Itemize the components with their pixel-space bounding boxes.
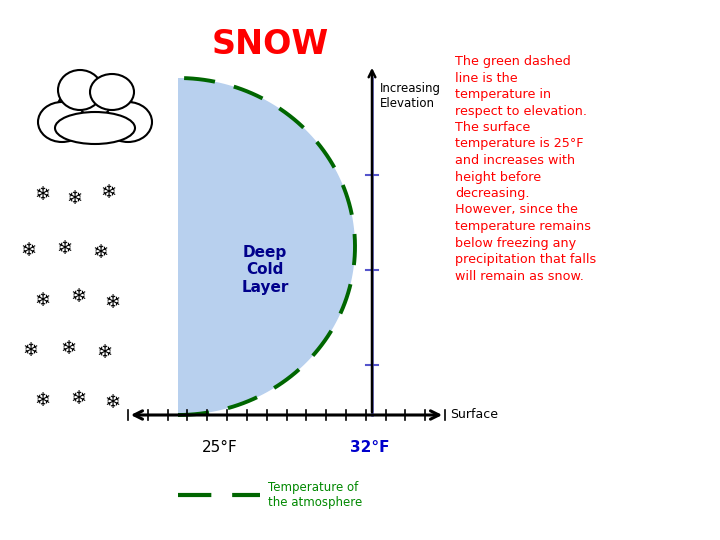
Text: Surface: Surface [450, 408, 498, 422]
Ellipse shape [90, 74, 134, 110]
Text: SNOW: SNOW [212, 28, 328, 61]
Text: 25°F: 25°F [202, 440, 238, 455]
Text: ❄: ❄ [22, 341, 38, 360]
Ellipse shape [57, 82, 133, 138]
Text: Increasing
Elevation: Increasing Elevation [380, 82, 441, 110]
Polygon shape [178, 78, 355, 415]
Ellipse shape [104, 102, 152, 142]
Text: ❄: ❄ [57, 239, 73, 258]
Text: ❄: ❄ [34, 186, 50, 205]
Text: ❄: ❄ [70, 388, 86, 408]
Text: Deep
Cold
Layer: Deep Cold Layer [241, 245, 289, 295]
Ellipse shape [55, 112, 135, 144]
Text: ❄: ❄ [20, 240, 36, 260]
Text: ❄: ❄ [104, 394, 120, 413]
Text: ❄: ❄ [34, 390, 50, 409]
Text: ❄: ❄ [96, 343, 113, 362]
Ellipse shape [38, 102, 86, 142]
Text: 32°F: 32°F [350, 440, 390, 455]
Text: ❄: ❄ [104, 293, 120, 312]
Text: ❄: ❄ [34, 291, 50, 309]
Text: ❄: ❄ [70, 287, 86, 307]
Text: Temperature of
the atmosphere: Temperature of the atmosphere [268, 481, 362, 509]
Text: ❄: ❄ [92, 242, 108, 261]
Text: ❄: ❄ [60, 339, 76, 357]
Text: ❄: ❄ [100, 184, 116, 202]
Text: The green dashed
line is the
temperature in
respect to elevation.
The surface
te: The green dashed line is the temperature… [455, 55, 596, 282]
Ellipse shape [58, 70, 102, 110]
Text: ❄: ❄ [67, 188, 84, 207]
